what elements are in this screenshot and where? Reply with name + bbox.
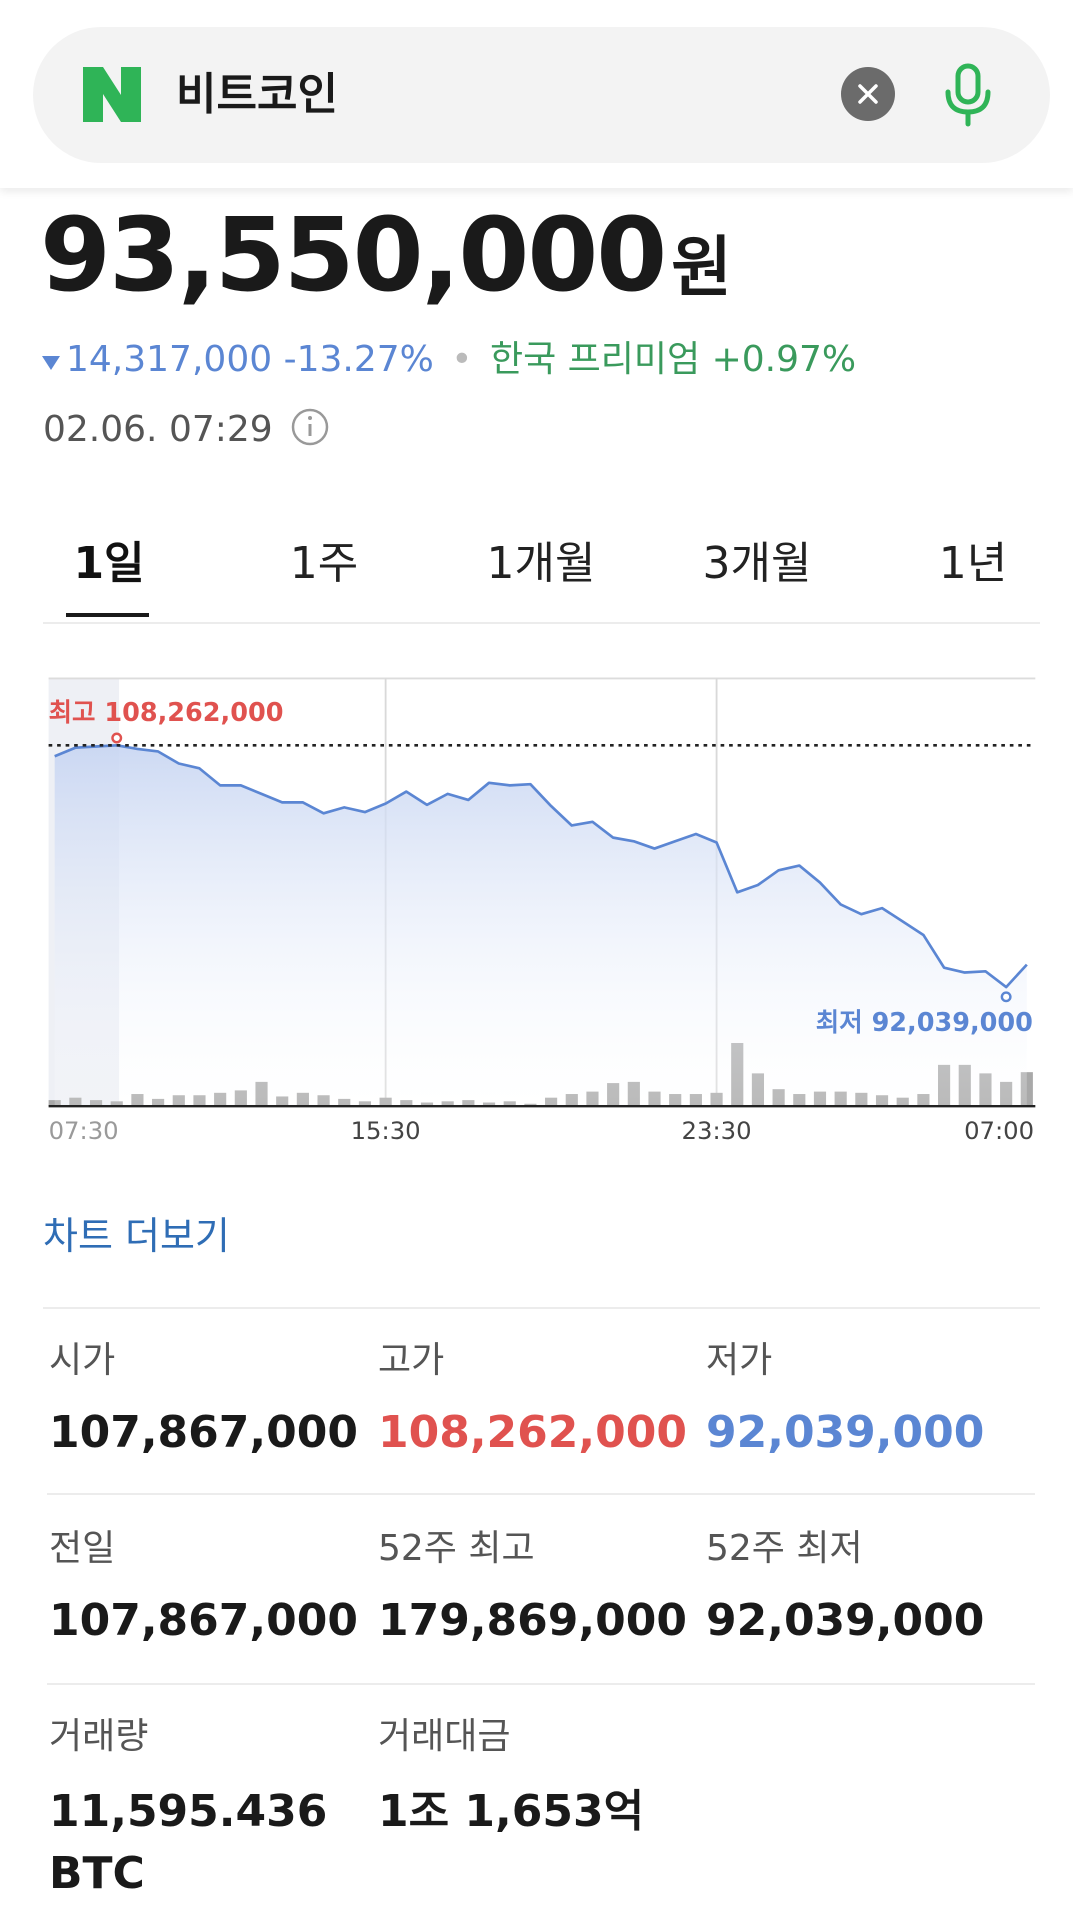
tab[interactable]: 1개월 (486, 538, 596, 589)
divider (47, 1683, 1035, 1685)
price: 93,550,000 (40, 196, 667, 315)
clear-button[interactable] (841, 67, 895, 121)
high-annotation: 최고 108,262,000 (49, 698, 284, 728)
price-unit: 원 (671, 229, 733, 306)
x-tick-label: 15:30 (351, 1116, 421, 1145)
logo (83, 67, 141, 122)
more-chart-link[interactable]: 차트 더보기 (43, 1214, 230, 1258)
stat-value: 179,869,000 (378, 1595, 687, 1646)
divider (43, 622, 1040, 624)
stat-value: 92,039,000 (706, 1595, 985, 1646)
divider (47, 1493, 1035, 1495)
low-annotation: 최저 92,039,000 (816, 1008, 1033, 1038)
high-marker (111, 732, 123, 744)
stat-label: 전일 (49, 1528, 116, 1569)
timestamp-line: 02.06. 07:29 (43, 407, 330, 452)
info-icon[interactable] (290, 407, 330, 447)
stat-label: 시가 (49, 1340, 116, 1381)
stat-value: 107,867,000 (49, 1595, 358, 1646)
price-line (54, 743, 1028, 989)
chart: 07:30 15:30 23:30 07:00 최고 108,262,000 최저 92,… (48, 677, 1036, 1145)
change-percent: -13.27% (283, 339, 434, 380)
stat-value: 92,039,000 (706, 1407, 985, 1458)
stat-value: 107,867,000 (49, 1407, 358, 1458)
stat-value: 1조 1,653억 (378, 1786, 645, 1837)
x-tick-label: 23:30 (682, 1116, 752, 1145)
tab[interactable]: 1일 (73, 538, 145, 589)
x-tick-label: 07:00 (964, 1116, 1034, 1145)
premium: +0.97% (711, 339, 857, 380)
search-query[interactable]: 비트코인 (176, 69, 338, 120)
separator: • (451, 339, 473, 380)
stat-value: 11,595.436 BTC (49, 1786, 328, 1899)
mic-button[interactable] (940, 62, 996, 130)
stat-value: 108,262,000 (378, 1407, 687, 1458)
divider (43, 1307, 1040, 1309)
change: 14,317,000 (66, 339, 273, 380)
stat-label: 52주 최고 (378, 1528, 535, 1569)
price-area (54, 745, 1027, 1107)
stat-label: 52주 최저 (706, 1528, 863, 1569)
tab[interactable]: 1년 (938, 538, 1008, 589)
x-tick-label: 07:30 (49, 1116, 119, 1145)
low-marker (1000, 991, 1012, 1003)
stat-label: 거래량 (49, 1716, 149, 1757)
timestamp: 02.06. 07:29 (43, 409, 273, 450)
premium-label: 한국 프리미엄 (489, 339, 701, 380)
stat-label: 거래대금 (378, 1716, 511, 1757)
tab-underline (66, 613, 149, 617)
header: 비트코인 (0, 0, 1073, 188)
stat-label: 고가 (378, 1340, 445, 1381)
tab[interactable]: 1주 (289, 538, 359, 589)
down-arrow (42, 356, 60, 370)
stat-label: 저가 (706, 1340, 773, 1381)
price-line: 93,550,000원 (40, 196, 732, 345)
tab[interactable]: 3개월 (702, 538, 812, 589)
change-line: 14,317,000 -13.27% • 한국 프리미엄 +0.97% (40, 338, 856, 382)
